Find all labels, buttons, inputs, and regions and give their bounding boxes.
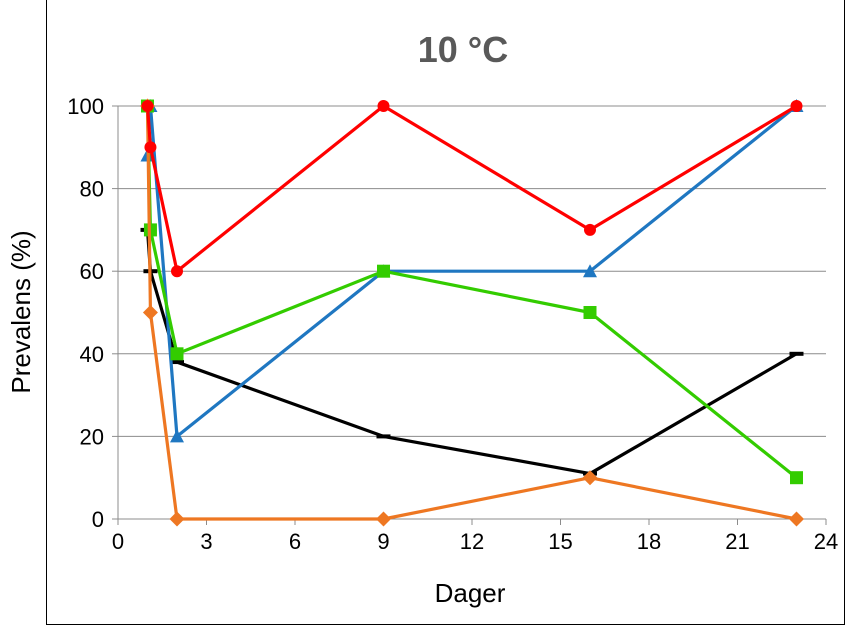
x-tick-label: 15 [548,529,572,554]
y-axis-label: Prevalens (%) [6,230,36,393]
data-point [170,347,184,361]
x-tick-label: 0 [112,529,124,554]
axes: 0 20 40 60 80 100 0 3 6 9 12 15 18 21 24 [67,94,838,554]
data-point [582,470,598,486]
y-tick-label: 100 [67,94,104,119]
x-tick-label: 9 [377,529,389,554]
data-point [170,429,184,443]
data-point [583,264,597,278]
data-point [789,351,804,356]
data-point [583,306,597,319]
y-tick-label: 40 [80,342,104,367]
x-tick-label: 18 [637,529,661,554]
series-line [145,229,798,476]
y-tick-label: 80 [80,177,104,202]
data-point [377,100,390,112]
x-tick-label: 6 [289,529,301,554]
data-point [584,223,596,236]
data-point [171,265,183,278]
series-line [145,104,798,273]
data-point [376,511,391,527]
data-point [376,434,391,439]
y-tick-label: 0 [92,507,104,532]
y-tick-label: 60 [80,259,104,284]
x-tick-label: 3 [200,529,212,554]
x-axis-label: Dager [435,578,506,608]
y-tick-label: 20 [80,424,104,449]
data-point [790,100,803,112]
data-point [377,264,390,278]
data-point [790,471,803,485]
series-line [145,105,797,521]
x-tick-label: 21 [725,529,749,554]
data-point [144,141,157,154]
data-point [141,100,154,112]
series-group [140,98,804,527]
series-5 [141,100,803,278]
data-point [142,305,158,320]
series-line [145,104,798,438]
data-point [169,511,185,527]
data-point [170,360,184,365]
series-1 [140,227,804,476]
x-tick-label: 12 [460,529,484,554]
data-point [789,511,804,527]
series-line [145,105,798,479]
x-tick-label: 24 [814,529,838,554]
series-3 [141,99,803,485]
chart-title: 10 °C [418,29,508,70]
